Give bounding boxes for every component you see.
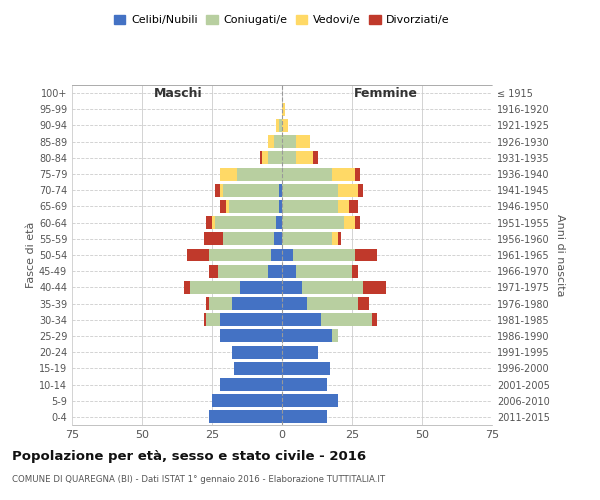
Bar <box>296 264 352 278</box>
Bar <box>313 152 319 164</box>
Bar <box>355 216 361 229</box>
Bar <box>277 216 282 229</box>
Bar <box>274 232 282 245</box>
Bar <box>282 103 285 116</box>
Bar <box>271 248 282 262</box>
Bar <box>209 264 218 278</box>
Bar <box>358 184 363 196</box>
Bar <box>262 152 268 164</box>
Bar <box>226 200 229 213</box>
Bar <box>279 200 282 213</box>
Bar <box>279 119 282 132</box>
Bar <box>332 330 338 342</box>
Bar <box>282 410 327 424</box>
Bar <box>215 216 277 229</box>
Bar <box>218 264 268 278</box>
Bar <box>282 378 327 391</box>
Bar <box>203 314 206 326</box>
Bar <box>223 184 279 196</box>
Bar <box>237 168 282 180</box>
Bar <box>296 152 313 164</box>
Bar <box>268 152 282 164</box>
Bar <box>282 216 344 229</box>
Bar <box>220 314 282 326</box>
Bar <box>240 281 282 294</box>
Bar <box>268 135 274 148</box>
Bar <box>282 297 307 310</box>
Bar <box>282 330 332 342</box>
Legend: Celibi/Nubili, Coniugati/e, Vedovi/e, Divorziati/e: Celibi/Nubili, Coniugati/e, Vedovi/e, Di… <box>110 10 454 30</box>
Y-axis label: Fasce di età: Fasce di età <box>26 222 36 288</box>
Bar <box>220 330 282 342</box>
Bar <box>235 362 282 375</box>
Bar <box>206 216 212 229</box>
Bar <box>282 119 287 132</box>
Bar <box>190 281 240 294</box>
Bar <box>212 394 282 407</box>
Bar <box>358 297 369 310</box>
Bar <box>282 200 338 213</box>
Bar <box>232 297 282 310</box>
Bar <box>344 216 355 229</box>
Bar <box>282 314 321 326</box>
Text: Popolazione per età, sesso e stato civile - 2016: Popolazione per età, sesso e stato civil… <box>12 450 366 463</box>
Bar <box>321 314 371 326</box>
Bar <box>282 168 332 180</box>
Bar <box>232 346 282 358</box>
Bar <box>282 232 332 245</box>
Bar <box>282 184 338 196</box>
Bar <box>355 168 361 180</box>
Bar <box>338 200 349 213</box>
Bar <box>352 264 358 278</box>
Bar <box>215 184 220 196</box>
Bar <box>206 314 220 326</box>
Bar <box>302 281 363 294</box>
Bar <box>282 394 338 407</box>
Bar <box>187 248 209 262</box>
Bar <box>203 232 223 245</box>
Text: Femmine: Femmine <box>353 86 418 100</box>
Bar <box>349 200 358 213</box>
Bar <box>338 232 341 245</box>
Bar <box>338 184 358 196</box>
Bar <box>209 410 282 424</box>
Bar <box>206 297 209 310</box>
Bar <box>282 248 293 262</box>
Bar <box>223 232 274 245</box>
Bar <box>293 248 355 262</box>
Bar <box>209 297 232 310</box>
Bar <box>184 281 190 294</box>
Text: Maschi: Maschi <box>154 86 203 100</box>
Bar <box>229 200 279 213</box>
Bar <box>268 264 282 278</box>
Bar <box>282 264 296 278</box>
Bar <box>307 297 358 310</box>
Bar <box>282 346 319 358</box>
Bar <box>274 135 282 148</box>
Text: COMUNE DI QUAREGNA (BI) - Dati ISTAT 1° gennaio 2016 - Elaborazione TUTTITALIA.I: COMUNE DI QUAREGNA (BI) - Dati ISTAT 1° … <box>12 475 385 484</box>
Bar <box>296 135 310 148</box>
Bar <box>220 200 226 213</box>
Bar <box>277 119 279 132</box>
Bar <box>282 135 296 148</box>
Bar <box>355 248 377 262</box>
Bar <box>220 168 237 180</box>
Bar <box>363 281 386 294</box>
Bar <box>282 362 329 375</box>
Bar <box>220 184 223 196</box>
Bar <box>220 378 282 391</box>
Bar <box>332 232 338 245</box>
Bar <box>209 248 271 262</box>
Bar <box>212 216 215 229</box>
Bar <box>282 152 296 164</box>
Bar <box>279 184 282 196</box>
Y-axis label: Anni di nascita: Anni di nascita <box>555 214 565 296</box>
Bar <box>371 314 377 326</box>
Bar <box>260 152 262 164</box>
Bar <box>332 168 355 180</box>
Bar <box>282 281 302 294</box>
